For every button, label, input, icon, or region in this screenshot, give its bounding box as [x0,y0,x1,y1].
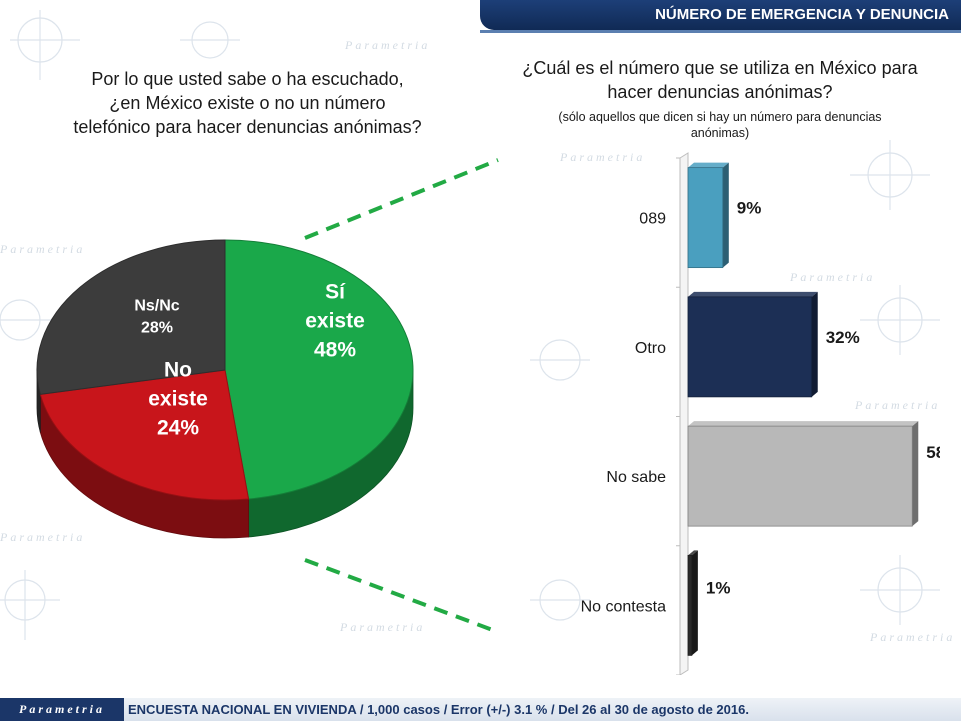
bar-value-label: 1% [706,578,731,597]
pie-slice-label: 28% [141,320,173,337]
pie-slice-label: Ns/Nc [134,298,179,315]
left-question-line: telefónico para hacer denuncias anónimas… [73,117,422,137]
right-question-sub-line: anónimas) [690,126,750,140]
right-question-subtitle: (sólo aquellos que dicen si hay un númer… [520,109,920,141]
header-bar: NÚMERO DE EMERGENCIA Y DENUNCIA [480,0,961,30]
footer-bar: ENCUESTA NACIONAL EN VIVIENDA / 1,000 ca… [124,698,961,721]
header-underline [480,30,961,33]
bar [687,425,913,527]
parametria-logo: Parametria [0,698,124,721]
bar-side-face [722,162,729,268]
right-question-line: ¿Cuál es el número que se utiliza en Méx… [522,58,918,78]
watermark-text: Parametria [855,398,941,412]
pie-slice [36,239,226,395]
bar [687,167,724,269]
bar-axis-wall [679,152,689,676]
pie-tops [36,239,414,501]
left-question: Por lo que usted sabe o ha escuchado, ¿e… [60,67,435,139]
pie-slice-label: No [164,358,192,381]
bar-side-face [691,550,698,656]
bar-value-label: 58% [926,443,940,462]
bar-top-face [688,421,919,427]
bar [687,296,813,398]
bar-category-label: No sabe [606,469,666,486]
left-question-line: Por lo que usted sabe o ha escuchado, [91,69,404,89]
bar [687,554,693,656]
pie-slice-label: existe [148,387,208,410]
bar-top-face [688,550,698,556]
left-question-line: ¿en México existe o no un número [109,93,386,113]
bar-category-label: No contesta [581,598,666,615]
pie-chart-svg: Sí existe 48% No existe 24% Ns/Nc 28% [36,239,414,539]
pie-chart: Sí existe 48% No existe 24% Ns/Nc 28% [30,230,420,560]
bar-side-face [811,291,818,397]
pie-slice [224,239,414,500]
bar-category-label: 089 [639,211,666,228]
right-question: ¿Cuál es el número que se utiliza en Méx… [500,56,940,104]
bar-value-label: 9% [737,199,762,218]
pie-slice-label: Sí [325,280,346,303]
pie-slice-label: 48% [314,338,356,361]
bar-top-face [688,291,818,297]
footer-text: ENCUESTA NACIONAL EN VIVIENDA / 1,000 ca… [128,702,749,717]
bar-category-label: Otro [635,340,666,357]
watermark-text: Parametria [345,38,431,52]
watermark-text: Parametria [870,630,956,644]
pie-slice [39,369,250,501]
bar-chart-svg: 089 9% Otro 32% No sabe 58% No contesta 1% [581,152,960,676]
right-question-line: hacer denuncias anónimas? [607,82,833,102]
pie-slice-label: 24% [157,416,199,439]
header-title: NÚMERO DE EMERGENCIA Y DENUNCIA [655,6,949,23]
right-question-sub-line: (sólo aquellos que dicen si hay un númer… [558,110,882,124]
bar-side-face [912,421,919,527]
watermark-text: Parametria [560,150,646,164]
watermark-text: Parametria [0,530,86,544]
watermark-text: Parametria [790,270,876,284]
bar-top-face [688,162,729,168]
pie-slice-label: existe [305,309,365,332]
watermark-text: Parametria [0,242,86,256]
bar-value-label: 32% [826,328,860,347]
bar-chart: 089 9% Otro 32% No sabe 58% No contesta 1% [540,145,960,676]
